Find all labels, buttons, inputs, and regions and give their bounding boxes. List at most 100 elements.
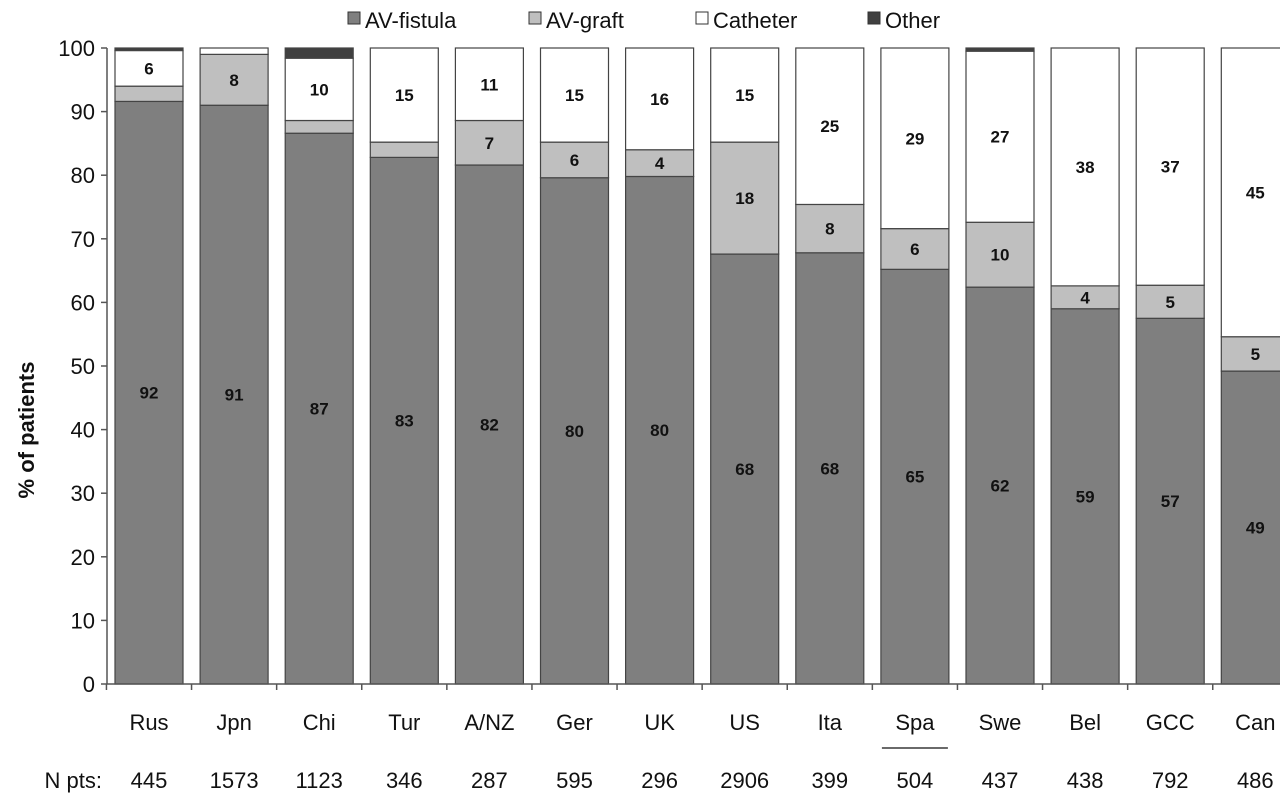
y-tick-label: 80 (71, 163, 95, 188)
n-pts-value: 438 (1067, 768, 1104, 793)
legend-swatch (347, 11, 361, 25)
y-tick-label: 30 (71, 481, 95, 506)
bar-segment (114, 47, 184, 52)
data-label: 10 (310, 80, 329, 99)
n-pts-value: 287 (471, 768, 508, 793)
data-label: 16 (650, 90, 669, 109)
bar-segment (369, 156, 439, 685)
bar-segment (284, 132, 354, 685)
bar-segment (114, 85, 184, 103)
data-label: 27 (991, 128, 1010, 147)
data-label: 62 (991, 477, 1010, 496)
data-label: 11 (480, 75, 498, 94)
legend-entry: Catheter (713, 8, 797, 33)
legend-swatch (528, 11, 542, 25)
data-label: 80 (650, 421, 669, 440)
bar-segment (710, 141, 780, 255)
data-label: 25 (820, 117, 839, 136)
data-label: 8 (229, 71, 238, 90)
y-tick-label: 100 (58, 36, 95, 61)
bar-segment (624, 149, 695, 178)
data-label: 91 (225, 386, 244, 405)
data-label: 80 (565, 422, 584, 441)
data-label: 15 (565, 86, 584, 105)
x-tick-label: GCC (1146, 710, 1195, 735)
bar-segment (1220, 47, 1280, 338)
data-label: 83 (395, 412, 414, 431)
legend-entry: AV-fistula (365, 8, 457, 33)
n-pts-row: 445 1573 1123 346 287 595 296 2906 399 504 437 438 7… (131, 768, 1274, 793)
x-tick-label: Swe (979, 710, 1022, 735)
bar-segment (880, 268, 950, 685)
bar-segment (284, 57, 354, 122)
data-label: 15 (735, 86, 754, 105)
bar-segment (454, 47, 524, 122)
bar-segment (965, 286, 1035, 685)
data-label: 37 (1161, 158, 1180, 177)
x-tick-label: Ita (818, 710, 843, 735)
bar-segment (710, 253, 780, 685)
legend-entry: Other (885, 8, 940, 33)
n-pts-value: 437 (982, 768, 1019, 793)
y-axis-label: % of patients (14, 362, 39, 499)
bar-segment (369, 141, 439, 158)
data-label: 18 (735, 189, 754, 208)
data-label: 4 (655, 154, 665, 173)
data-label: 29 (905, 129, 924, 148)
x-tick-label: Jpn (216, 710, 251, 735)
data-label: 6 (910, 240, 919, 259)
bar-segment (1135, 47, 1205, 286)
n-pts-value: 1123 (296, 768, 343, 793)
n-pts-value: 296 (641, 768, 678, 793)
data-label: 49 (1246, 519, 1265, 538)
legend-entry: AV-graft (546, 8, 624, 33)
y-tick-label: 40 (71, 418, 95, 443)
x-tick-label: Chi (303, 710, 336, 735)
bar-segment (1220, 370, 1280, 685)
data-label: 45 (1246, 183, 1265, 202)
legend: AV-fistula AV-graft Catheter Other (347, 8, 940, 33)
n-pts-value: 486 (1237, 768, 1274, 793)
x-tick-label: A/NZ (464, 710, 514, 735)
n-pts-value: 1573 (210, 768, 259, 793)
data-label: 7 (485, 134, 494, 153)
bar-segment (965, 221, 1035, 288)
x-tick-label: Tur (388, 710, 420, 735)
data-label: 4 (1080, 288, 1090, 307)
y-tick-label: 60 (71, 290, 95, 315)
bar-segment (795, 203, 865, 254)
data-label: 59 (1076, 487, 1095, 506)
bar-segment (539, 47, 610, 143)
data-label: 5 (1165, 293, 1174, 312)
bar-segment (539, 141, 610, 179)
bar-segment (1050, 47, 1120, 287)
data-label: 10 (991, 246, 1010, 265)
n-pts-value: 504 (897, 768, 934, 793)
data-label: 6 (570, 151, 579, 170)
y-tick-label: 70 (71, 227, 95, 252)
data-label: 8 (825, 220, 834, 239)
n-pts-value: 445 (131, 768, 168, 793)
bar-segment (965, 50, 1035, 223)
data-label: 65 (905, 468, 924, 487)
bar-segment (1050, 308, 1120, 685)
data-label: 57 (1161, 492, 1180, 511)
y-axis: 0 10 20 30 40 50 60 70 80 90 100 (58, 36, 108, 697)
n-pts-value: 2906 (720, 768, 769, 793)
x-axis: Rus Jpn Chi Tur A/NZ Ger UK US Ita Spa Swe Bel GCC Ca… (105, 683, 1280, 749)
bar-segment (454, 119, 524, 166)
y-tick-label: 90 (71, 100, 95, 125)
x-tick-label: Can (1235, 710, 1275, 735)
data-label: 68 (820, 459, 839, 478)
bar-segment (965, 47, 1035, 52)
data-label: 82 (480, 416, 499, 435)
bar-segment (284, 47, 354, 59)
y-tick-label: 20 (71, 545, 95, 570)
data-label: 68 (735, 460, 754, 479)
legend-swatch (695, 11, 709, 25)
x-tick-label: Rus (129, 710, 168, 735)
x-tick-label: Spa (895, 710, 935, 735)
data-label: 15 (395, 86, 414, 105)
n-pts-label: N pts: (45, 768, 102, 793)
